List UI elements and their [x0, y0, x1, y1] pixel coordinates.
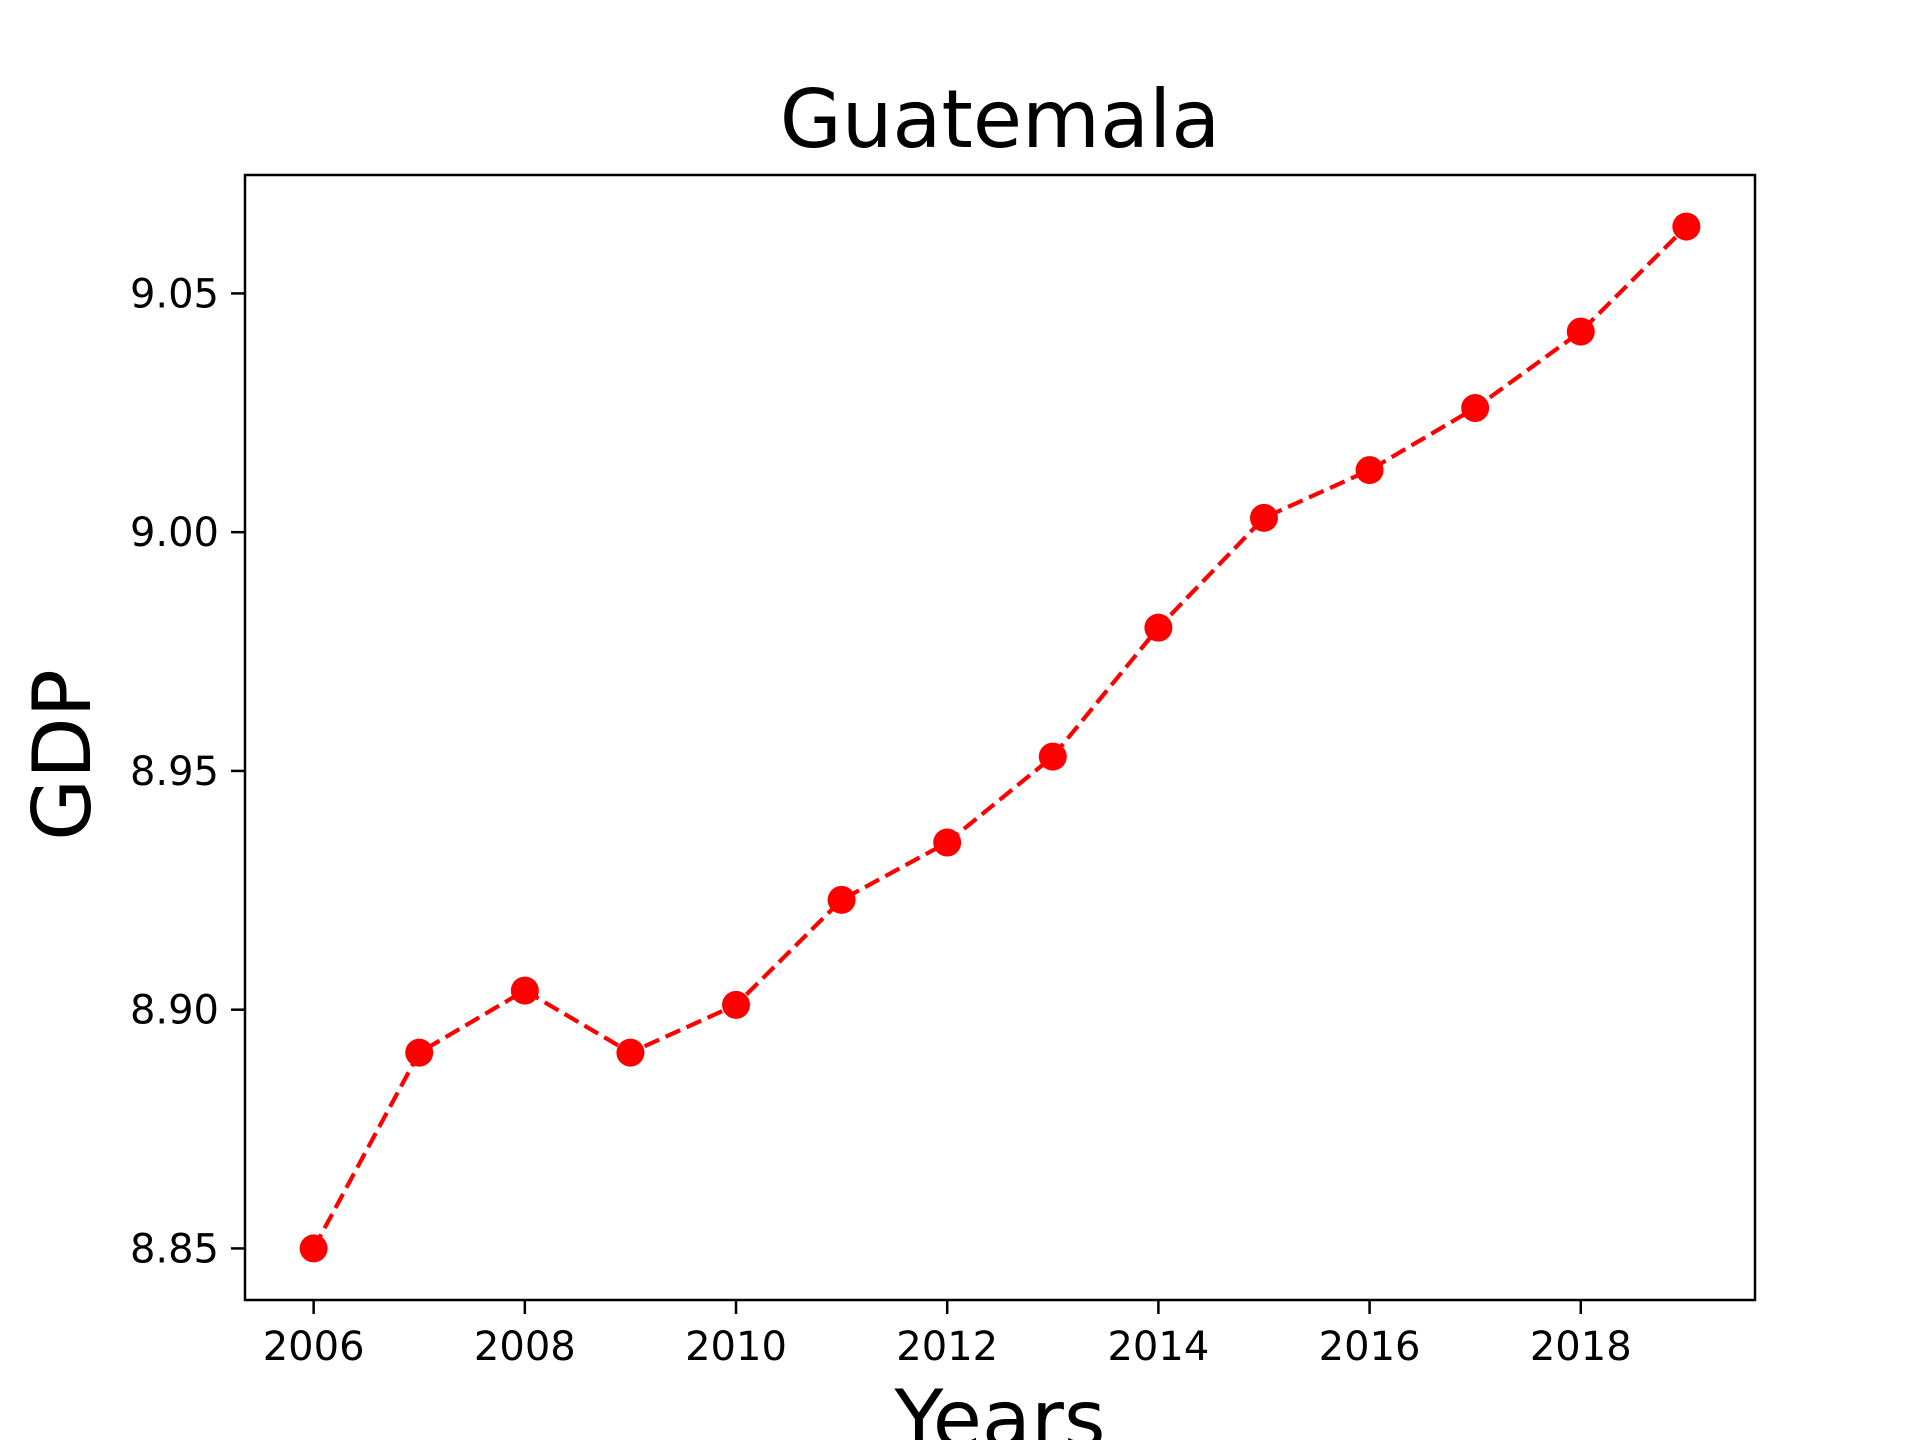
data-point-marker: [1461, 394, 1490, 423]
x-tick-label: 2018: [1530, 1324, 1632, 1370]
x-tick-label: 2010: [685, 1324, 787, 1370]
series-layer: [299, 212, 1701, 1263]
series-line: [311, 225, 1688, 1250]
y-axis: 8.85 8.90 8.95 9.00 9.05: [130, 271, 245, 1272]
data-point-marker: [1566, 317, 1595, 346]
y-tick-label: 8.95: [130, 749, 219, 795]
x-axis-label: Years: [893, 1373, 1105, 1440]
data-point-marker: [1672, 212, 1701, 241]
data-point-marker: [933, 828, 962, 857]
data-point-marker: [299, 1234, 328, 1263]
data-point-marker: [616, 1038, 645, 1067]
x-axis: 2006 2008 2010 2012 2014 2016 2018: [263, 1300, 1632, 1370]
x-tick-label: 2008: [474, 1324, 576, 1370]
y-axis-label: GDP: [16, 669, 109, 841]
y-tick-label: 8.90: [130, 988, 219, 1034]
data-point-marker: [510, 976, 539, 1005]
data-point-marker: [1038, 742, 1067, 771]
data-point-marker: [1144, 613, 1173, 642]
data-point-marker: [827, 885, 856, 914]
x-tick-label: 2014: [1107, 1324, 1209, 1370]
data-point-marker: [405, 1038, 434, 1067]
data-point-marker: [1249, 503, 1278, 532]
x-tick-label: 2016: [1319, 1324, 1421, 1370]
x-tick-label: 2006: [263, 1324, 365, 1370]
y-tick-label: 9.00: [130, 510, 219, 556]
plot-area-frame: [243, 173, 1757, 1302]
data-point-marker: [722, 990, 751, 1019]
y-tick-label: 8.85: [130, 1226, 219, 1272]
x-tick-label: 2012: [896, 1324, 998, 1370]
y-tick-label: 9.05: [130, 271, 219, 317]
chart-title: Guatemala: [780, 73, 1221, 166]
data-point-marker: [1355, 456, 1384, 485]
